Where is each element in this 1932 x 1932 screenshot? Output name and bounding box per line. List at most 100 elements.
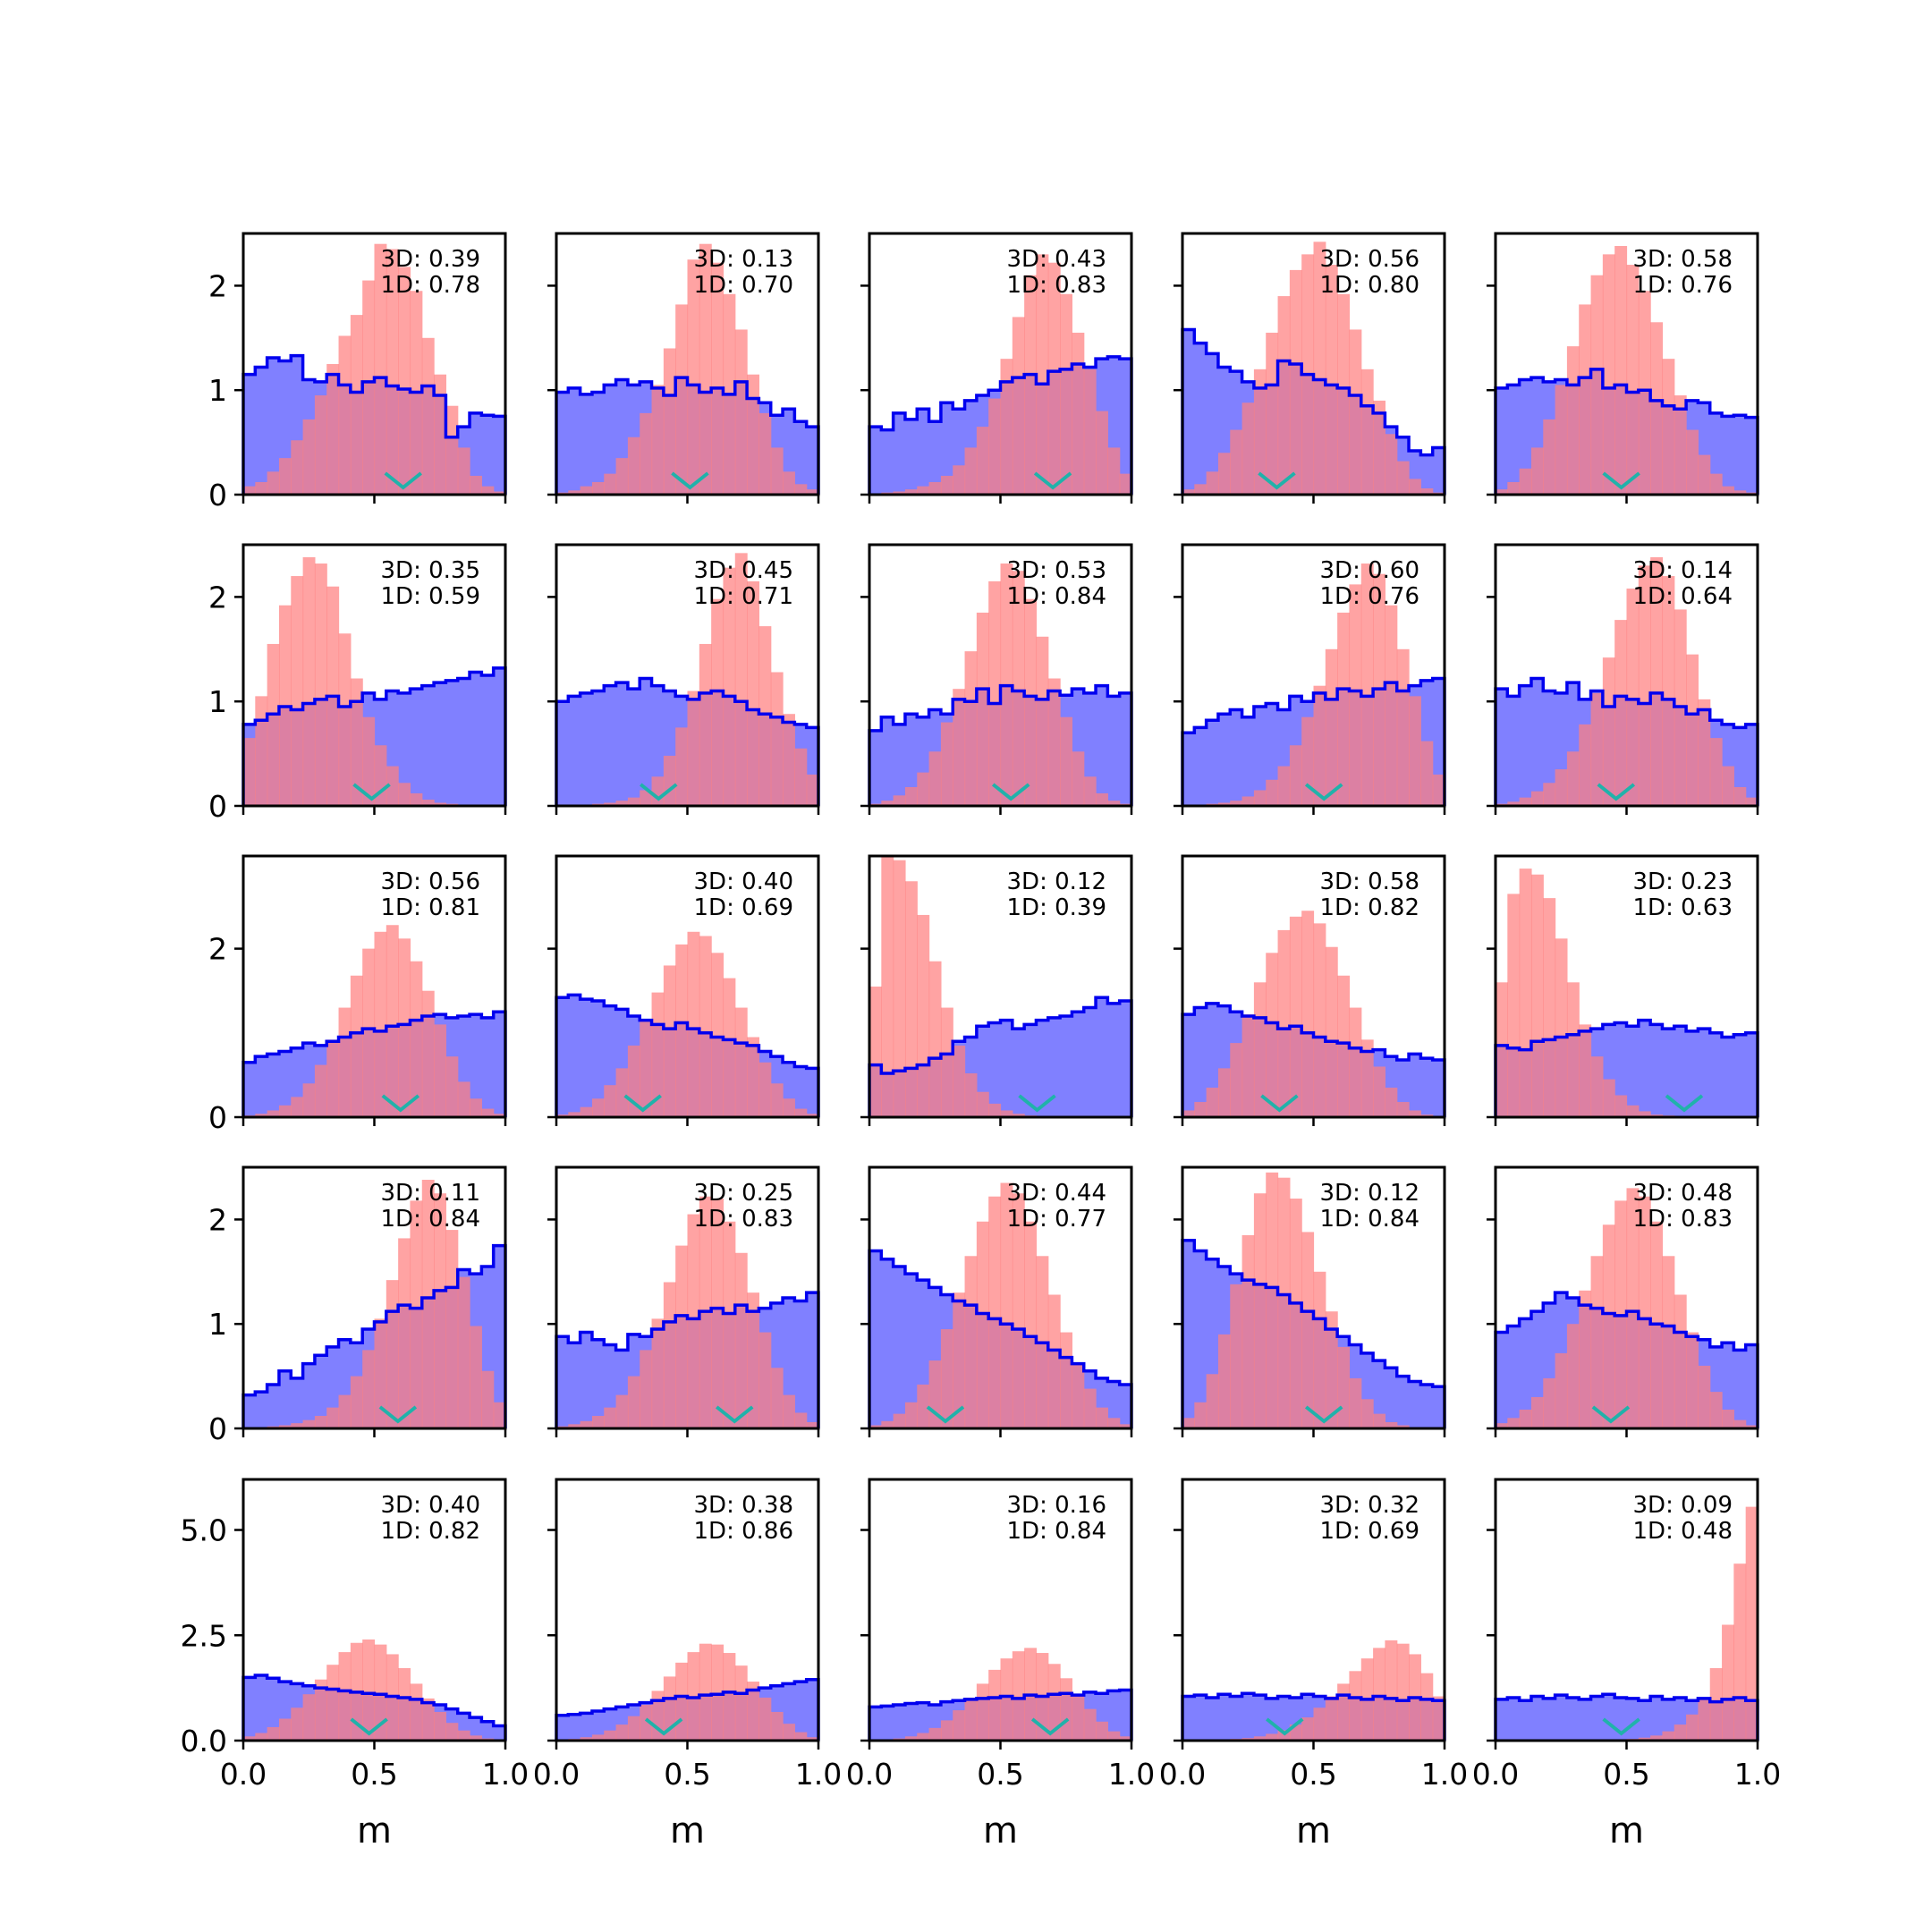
posterior-bar bbox=[1349, 1671, 1362, 1741]
true-value-marker bbox=[378, 1405, 418, 1424]
annotation-1d: 1D: 0.70 bbox=[694, 272, 793, 299]
posterior-bar bbox=[940, 1720, 953, 1741]
prior-outline bbox=[242, 1674, 507, 1741]
posterior-bar bbox=[291, 576, 304, 806]
annotation-3d: 3D: 0.11 bbox=[381, 1180, 480, 1207]
prior-bar bbox=[640, 678, 653, 806]
annotation-1d: 1D: 0.82 bbox=[1320, 894, 1419, 921]
prior-bar bbox=[255, 1675, 268, 1741]
posterior-bar bbox=[1036, 636, 1049, 806]
posterior-bar bbox=[869, 987, 882, 1117]
posterior-bar bbox=[1373, 1413, 1386, 1428]
prior-bar bbox=[881, 1258, 894, 1428]
annotation-1d: 1D: 0.69 bbox=[694, 894, 793, 921]
annotation-3d: 3D: 0.12 bbox=[1007, 869, 1106, 895]
posterior-bar bbox=[675, 727, 689, 806]
annotation-3d: 3D: 0.43 bbox=[1007, 246, 1106, 273]
posterior-bar bbox=[893, 860, 906, 1117]
posterior-bar bbox=[1241, 1234, 1255, 1428]
posterior-bar bbox=[1119, 1736, 1132, 1741]
posterior-bar bbox=[362, 716, 376, 806]
prior-bar bbox=[1662, 1699, 1675, 1741]
posterior-bar bbox=[627, 797, 640, 806]
prior-bar bbox=[1119, 1001, 1132, 1117]
prior-bar bbox=[1024, 1024, 1038, 1117]
true-value-marker bbox=[1304, 783, 1343, 801]
annotation-3d: 3D: 0.56 bbox=[1320, 246, 1419, 273]
posterior-bar bbox=[1289, 269, 1302, 495]
posterior-bar bbox=[1579, 724, 1592, 806]
posterior-bar bbox=[1579, 1024, 1592, 1117]
prior-bar bbox=[434, 682, 447, 806]
posterior-bar bbox=[806, 1114, 819, 1117]
posterior-bar bbox=[917, 486, 930, 495]
posterior-bar bbox=[445, 1230, 459, 1428]
prior-bar bbox=[556, 1715, 569, 1741]
posterior-bar bbox=[1289, 1199, 1302, 1428]
x-tick-label: 0.5 bbox=[664, 1757, 710, 1792]
posterior-bar bbox=[953, 1292, 966, 1428]
posterior-bar bbox=[481, 1370, 495, 1428]
prior-bar bbox=[1396, 1376, 1410, 1428]
prior-bar bbox=[556, 997, 569, 1117]
posterior-bar bbox=[580, 1737, 593, 1741]
x-tick-label: 0.0 bbox=[220, 1757, 267, 1792]
prior-bar bbox=[1217, 1694, 1231, 1741]
posterior-bar bbox=[434, 1024, 447, 1117]
x-axis-label: m bbox=[983, 1810, 1018, 1852]
posterior-bar bbox=[904, 1402, 918, 1428]
annotation-1d: 1D: 0.80 bbox=[1320, 272, 1419, 299]
prior-bar bbox=[580, 1332, 593, 1428]
prior-bar bbox=[1507, 1697, 1521, 1741]
annotation-3d: 3D: 0.23 bbox=[1633, 869, 1733, 895]
prior-bar bbox=[1543, 1698, 1556, 1741]
annotation-3d: 3D: 0.44 bbox=[1007, 1180, 1106, 1207]
x-tick-label: 0.0 bbox=[533, 1757, 580, 1792]
prior-bar bbox=[302, 1363, 316, 1428]
posterior-bar bbox=[374, 243, 387, 495]
posterior-bar bbox=[699, 936, 712, 1117]
prior-bar bbox=[267, 1384, 280, 1428]
posterior-histogram bbox=[869, 564, 1132, 806]
posterior-bar bbox=[1674, 395, 1687, 495]
prior-bar bbox=[1072, 1012, 1085, 1117]
posterior-bar bbox=[1519, 1409, 1532, 1428]
posterior-bar bbox=[1385, 605, 1398, 806]
posterior-bar bbox=[398, 783, 411, 806]
posterior-bar bbox=[470, 1735, 482, 1741]
posterior-bar bbox=[747, 1682, 760, 1741]
posterior-bar bbox=[1206, 471, 1219, 495]
prior-bar bbox=[398, 692, 411, 806]
prior-bar bbox=[1119, 1384, 1132, 1428]
true-value-marker bbox=[1030, 1717, 1070, 1736]
prior-bar bbox=[869, 730, 882, 806]
annotation-1d: 1D: 0.48 bbox=[1633, 1518, 1733, 1545]
prior-bar bbox=[806, 427, 819, 495]
posterior-bar bbox=[881, 856, 894, 1117]
posterior-bar bbox=[1182, 1418, 1195, 1428]
prior-bar bbox=[1217, 714, 1231, 806]
posterior-bar bbox=[1266, 332, 1279, 495]
posterior-bar bbox=[1325, 1311, 1338, 1428]
posterior-bar bbox=[1182, 489, 1195, 495]
posterior-bar bbox=[1373, 400, 1386, 495]
posterior-bar bbox=[1360, 369, 1374, 495]
y-tick-label: 0 bbox=[208, 1100, 227, 1135]
posterior-bar bbox=[640, 1350, 653, 1428]
posterior-bar bbox=[314, 395, 327, 495]
annotation-3d: 3D: 0.14 bbox=[1633, 557, 1733, 584]
posterior-bar bbox=[640, 1704, 653, 1741]
posterior-bar bbox=[1072, 751, 1085, 806]
true-value-marker bbox=[350, 1717, 388, 1736]
posterior-bar bbox=[1385, 1640, 1398, 1741]
prior-bar bbox=[591, 1711, 605, 1741]
posterior-bar bbox=[1325, 946, 1338, 1117]
posterior-bar bbox=[1266, 953, 1279, 1117]
posterior-bar bbox=[904, 881, 918, 1117]
posterior-bar bbox=[1253, 1193, 1267, 1428]
